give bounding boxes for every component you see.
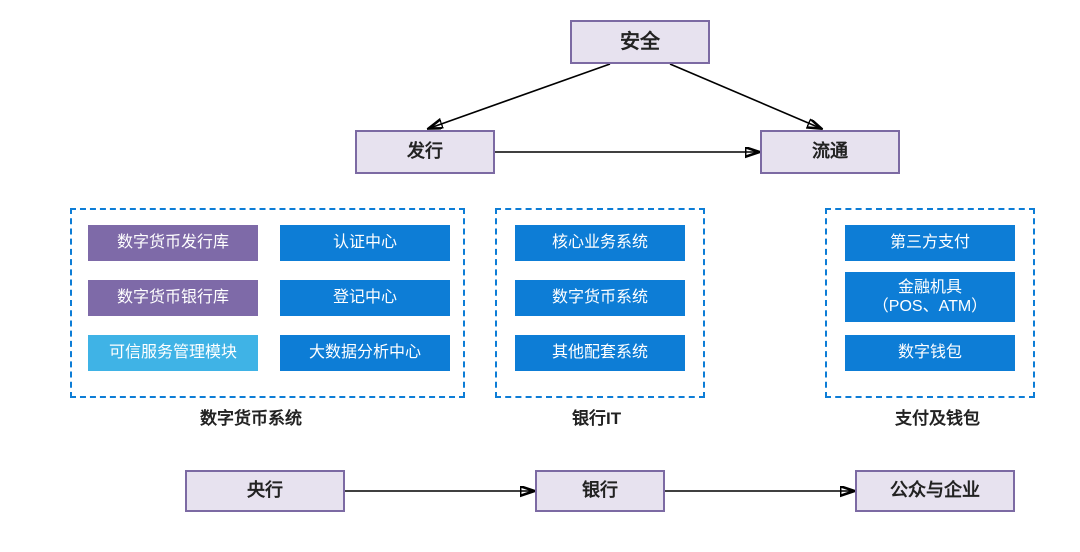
- item-dwallet-label: 数字钱包: [898, 343, 962, 362]
- item-third-pay: 第三方支付: [845, 225, 1015, 261]
- item-auth-center: 认证中心: [280, 225, 450, 261]
- group-label-1: 数字货币系统: [200, 404, 302, 429]
- node-bank-label: 银行: [582, 480, 618, 502]
- item-dc-sys: 数字货币系统: [515, 280, 685, 316]
- item-fin-tool-label: 金融机具 （POS、ATM）: [873, 278, 987, 316]
- item-other-sys-label: 其他配套系统: [552, 343, 648, 362]
- item-issue-repo: 数字货币发行库: [88, 225, 258, 261]
- item-bank-repo: 数字货币银行库: [88, 280, 258, 316]
- item-fin-tool: 金融机具 （POS、ATM）: [845, 272, 1015, 322]
- item-trust-mod: 可信服务管理模块: [88, 335, 258, 371]
- group-label-3: 支付及钱包: [895, 404, 980, 429]
- item-dwallet: 数字钱包: [845, 335, 1015, 371]
- item-core-sys-label: 核心业务系统: [552, 233, 648, 252]
- node-public-label: 公众与企业: [890, 480, 980, 502]
- node-security-label: 安全: [620, 30, 660, 54]
- item-reg-center: 登记中心: [280, 280, 450, 316]
- item-trust-mod-label: 可信服务管理模块: [109, 343, 237, 362]
- node-public: 公众与企业: [855, 470, 1015, 512]
- item-bank-repo-label: 数字货币银行库: [117, 288, 229, 307]
- group-label-2: 银行IT: [572, 404, 621, 429]
- item-auth-center-label: 认证中心: [333, 233, 397, 252]
- item-other-sys: 其他配套系统: [515, 335, 685, 371]
- node-issue-label: 发行: [407, 141, 443, 163]
- item-core-sys: 核心业务系统: [515, 225, 685, 261]
- node-central-bank-label: 央行: [247, 480, 283, 502]
- item-bigdata-label: 大数据分析中心: [309, 343, 421, 362]
- node-bank: 银行: [535, 470, 665, 512]
- node-security: 安全: [570, 20, 710, 64]
- node-circulate-label: 流通: [812, 141, 848, 163]
- node-circulate: 流通: [760, 130, 900, 174]
- item-reg-center-label: 登记中心: [333, 288, 397, 307]
- item-issue-repo-label: 数字货币发行库: [117, 233, 229, 252]
- item-dc-sys-label: 数字货币系统: [552, 288, 648, 307]
- node-central-bank: 央行: [185, 470, 345, 512]
- node-issue: 发行: [355, 130, 495, 174]
- item-bigdata: 大数据分析中心: [280, 335, 450, 371]
- item-third-pay-label: 第三方支付: [890, 233, 970, 252]
